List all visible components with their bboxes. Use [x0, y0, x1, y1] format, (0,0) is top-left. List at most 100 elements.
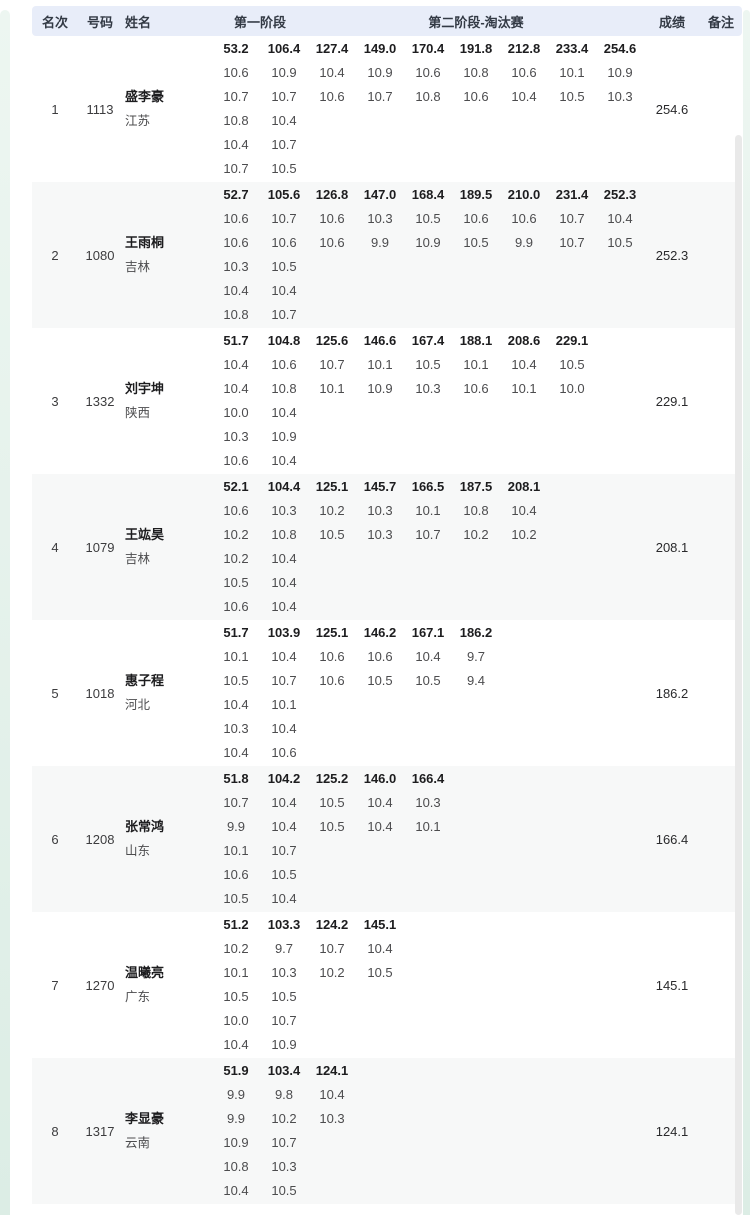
shot-column: 149.0 10.9 10.7: [356, 37, 404, 182]
shot-value: 10.5: [319, 795, 345, 810]
shot-value: 10.4: [511, 357, 537, 372]
shot-cumulative-total: 212.8: [507, 41, 541, 56]
shot-value: 10.7: [319, 357, 345, 372]
shot-cumulative-total: 210.0: [507, 187, 541, 202]
shot-value: 10.2: [319, 965, 345, 980]
shot-value: 10.4: [607, 211, 633, 226]
shot-cumulative-total: 145.1: [363, 917, 397, 932]
shot-cumulative-total: 51.2: [223, 917, 249, 932]
athlete-row: 6 1208 张常鸿 山东 51.8 10.7 9.9 10.1 10.6 10.5 104…: [32, 766, 742, 912]
page-background-strip-right: [743, 10, 750, 1215]
bib-cell: 1079: [78, 474, 122, 620]
shot-cumulative-total: 208.1: [507, 479, 541, 494]
score-cell: 166.4: [644, 766, 700, 912]
final-score: 145.1: [655, 977, 689, 993]
shot-column: 146.0 10.4 10.4: [356, 767, 404, 912]
shot-cumulative-total: 105.6: [267, 187, 301, 202]
shot-column: 125.6 10.7 10.1: [308, 329, 356, 474]
shot-column: 105.6 10.7 10.6 10.5 10.4 10.7: [260, 183, 308, 328]
shot-value: 10.4: [367, 795, 393, 810]
shot-value: 10.1: [559, 65, 585, 80]
shot-cumulative-total: 104.4: [267, 479, 301, 494]
scrollbar-thumb[interactable]: [735, 135, 742, 1215]
shot-value: 10.1: [463, 357, 489, 372]
shot-column: 186.2 9.7 9.4: [452, 621, 500, 766]
shot-column: 127.4 10.4 10.6: [308, 37, 356, 182]
shot-value: 10.4: [271, 819, 297, 834]
shot-value: 10.5: [223, 891, 249, 906]
shot-column: 208.1 10.4 10.2: [500, 475, 548, 620]
rank-value: 4: [51, 539, 59, 555]
shot-cumulative-total: 51.7: [223, 625, 249, 640]
score-cell: 145.1: [644, 912, 700, 1058]
shot-cumulative-total: 125.1: [315, 479, 349, 494]
shot-cumulative-total: 127.4: [315, 41, 349, 56]
shot-value: 10.0: [223, 405, 249, 420]
shot-value: 10.4: [271, 453, 297, 468]
shots-grid: 51.9 9.9 9.9 10.9 10.8 10.4 103.4 9.8 10.2 10.7 10…: [212, 1058, 644, 1204]
shot-value: 10.3: [607, 89, 633, 104]
shot-value: 10.1: [271, 697, 297, 712]
shot-column: 167.4 10.5 10.3: [404, 329, 452, 474]
shot-cumulative-total: 125.2: [315, 771, 349, 786]
shot-value: 10.3: [271, 1159, 297, 1174]
shot-value: 10.5: [607, 235, 633, 250]
shot-value: 10.6: [511, 65, 537, 80]
athlete-row: 2 1080 王雨桐 吉林 52.7 10.6 10.6 10.3 10.4 10.8 10…: [32, 182, 742, 328]
shot-value: 10.7: [271, 673, 297, 688]
shot-value: 10.5: [415, 211, 441, 226]
shot-value: 10.5: [415, 673, 441, 688]
shot-value: 10.5: [223, 673, 249, 688]
shot-cumulative-total: 103.4: [267, 1063, 301, 1078]
shot-value: 10.2: [223, 551, 249, 566]
athlete-name: 温曦亮: [125, 965, 165, 980]
shots-grid: 51.8 10.7 9.9 10.1 10.6 10.5 104.2 10.4 10.4 10.7…: [212, 766, 644, 912]
shot-value: 10.6: [223, 211, 249, 226]
shot-column: 233.4 10.1 10.5: [548, 37, 596, 182]
score-cell: 254.6: [644, 36, 700, 182]
shot-value: 10.1: [511, 381, 537, 396]
results-page: 名次 号码 姓名 第一阶段 第二阶段-淘汰赛 成绩 备注 1 1113 盛李豪 …: [10, 0, 743, 1215]
shot-column: 170.4 10.6 10.8: [404, 37, 452, 182]
shot-value: 10.3: [367, 503, 393, 518]
athlete-region: 广东: [125, 990, 151, 1004]
name-cell: 盛李豪 江苏: [122, 36, 212, 182]
shot-value: 10.6: [223, 867, 249, 882]
shot-cumulative-total: 125.6: [315, 333, 349, 348]
shot-value: 10.4: [223, 1183, 249, 1198]
shot-value: 10.9: [367, 381, 393, 396]
shot-column: 166.4 10.3 10.1: [404, 767, 452, 912]
shot-value: 10.4: [271, 599, 297, 614]
shot-column: 125.1 10.6 10.6: [308, 621, 356, 766]
shot-cumulative-total: 145.7: [363, 479, 397, 494]
bib-cell: 1080: [78, 182, 122, 328]
shot-column: 212.8 10.6 10.4: [500, 37, 548, 182]
shot-value: 10.5: [415, 357, 441, 372]
athlete-name: 惠子程: [125, 673, 165, 688]
final-score: 166.4: [655, 831, 689, 847]
shot-cumulative-total: 52.1: [223, 479, 249, 494]
score-cell: 252.3: [644, 182, 700, 328]
shot-value: 10.9: [223, 1135, 249, 1150]
rank-value: 5: [51, 685, 59, 701]
shot-column: 125.1 10.2 10.5: [308, 475, 356, 620]
shot-value: 10.5: [271, 259, 297, 274]
shot-value: 10.5: [559, 89, 585, 104]
shot-value: 10.7: [223, 795, 249, 810]
shot-value: 10.3: [367, 211, 393, 226]
header-stage2: 第二阶段-淘汰赛: [428, 14, 524, 30]
shot-value: 10.4: [271, 405, 297, 420]
shot-value: 10.6: [271, 235, 297, 250]
shot-column: 51.7 10.1 10.5 10.4 10.3 10.4: [212, 621, 260, 766]
shot-value: 9.9: [226, 1087, 246, 1102]
shot-value: 10.4: [319, 65, 345, 80]
score-cell: 229.1: [644, 328, 700, 474]
shot-column: 167.1 10.4 10.5: [404, 621, 452, 766]
shot-column: 51.9 9.9 9.9 10.9 10.8 10.4: [212, 1059, 260, 1204]
shot-value: 10.6: [319, 235, 345, 250]
shot-column: 231.4 10.7 10.7: [548, 183, 596, 328]
shot-cumulative-total: 104.8: [267, 333, 301, 348]
table-header: 名次 号码 姓名 第一阶段 第二阶段-淘汰赛 成绩 备注: [32, 6, 742, 36]
shot-cumulative-total: 106.4: [267, 41, 301, 56]
shot-value: 9.7: [466, 649, 486, 664]
